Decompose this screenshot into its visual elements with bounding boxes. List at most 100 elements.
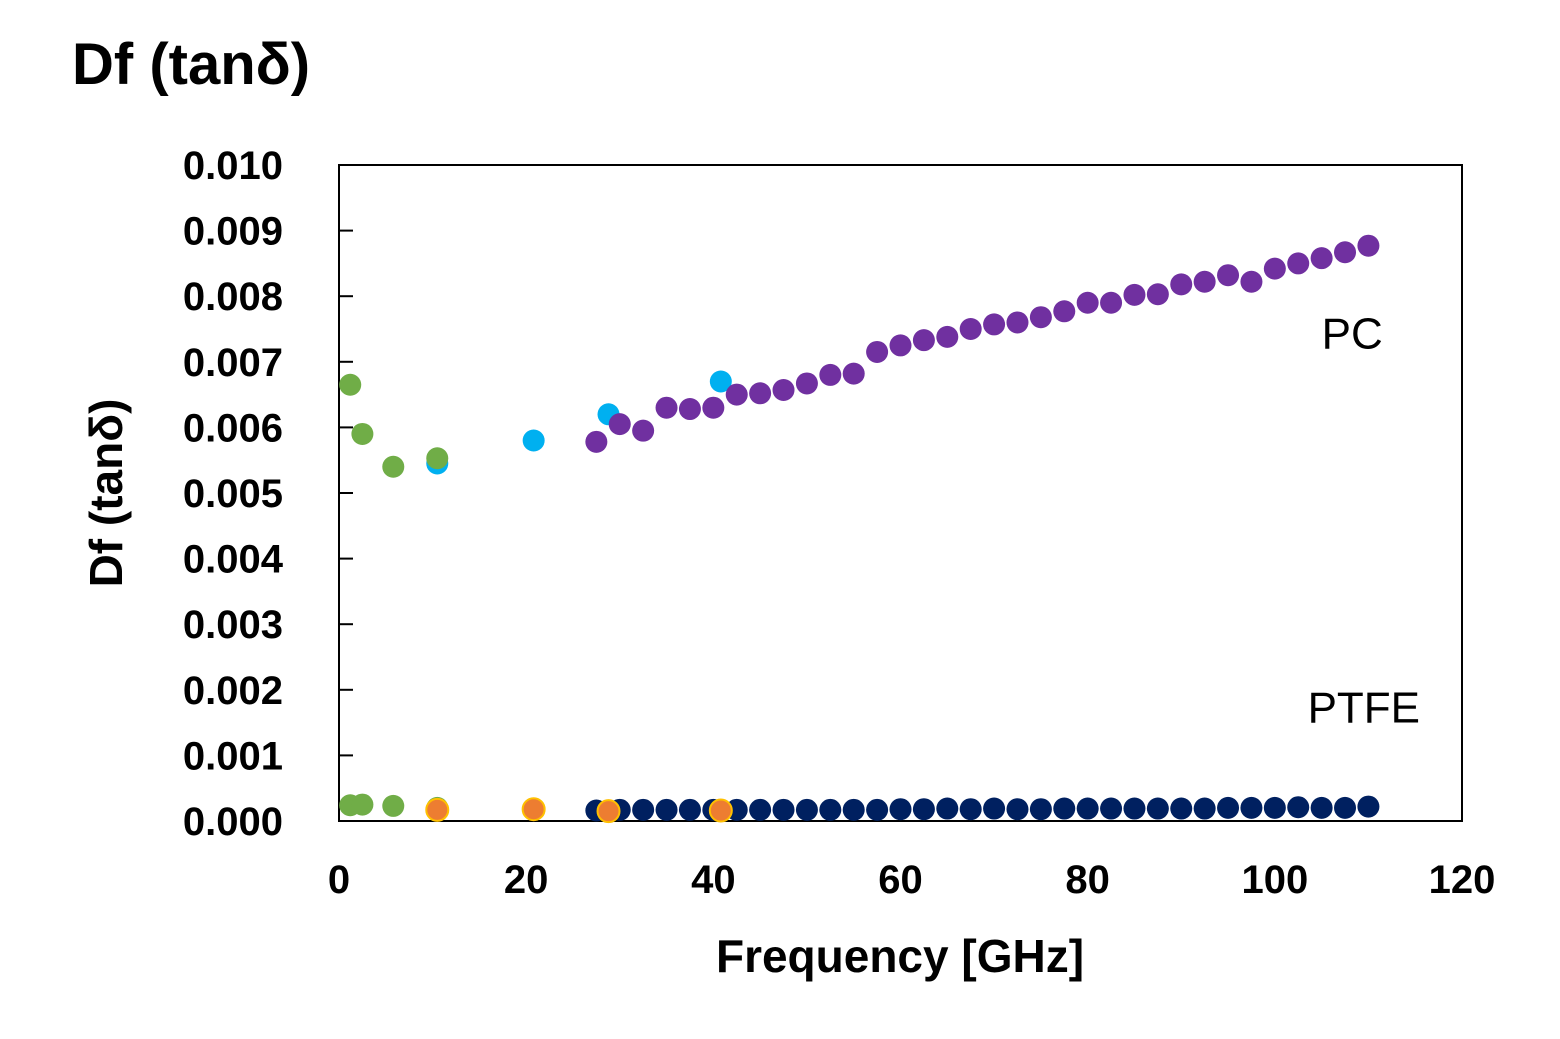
data-point: [819, 798, 842, 821]
data-point: [608, 413, 631, 436]
y-tick-label: 0.008: [183, 275, 283, 319]
data-point: [351, 422, 374, 445]
x-tick-label: 80: [1065, 858, 1110, 902]
data-point: [522, 429, 545, 452]
data-point: [795, 372, 818, 395]
data-point: [1053, 300, 1076, 323]
data-point: [1334, 796, 1357, 819]
data-point: [772, 798, 795, 821]
data-point: [889, 334, 912, 357]
data-point: [1170, 273, 1193, 296]
data-point: [889, 798, 912, 821]
data-point: [425, 797, 450, 822]
data-point: [1240, 270, 1263, 293]
data-point: [339, 373, 362, 396]
x-tick-label: 20: [504, 858, 549, 902]
x-axis-title: Frequency [GHz]: [716, 930, 1084, 982]
y-tick-label: 0.010: [183, 144, 283, 188]
data-point: [749, 798, 772, 821]
data-point: [1146, 283, 1169, 306]
data-point: [1357, 795, 1380, 818]
y-tick-label: 0.003: [183, 603, 283, 647]
data-point: [983, 797, 1006, 820]
data-points: [339, 234, 1380, 824]
data-point: [936, 797, 959, 820]
y-tick-label: 0.004: [183, 538, 284, 582]
data-point: [866, 340, 889, 363]
data-point: [983, 313, 1006, 336]
data-point: [1334, 241, 1357, 264]
data-point: [795, 798, 818, 821]
data-point: [1076, 291, 1099, 314]
y-tick-label: 0.006: [183, 406, 283, 450]
y-tick-label: 0.001: [183, 734, 283, 778]
data-point: [1217, 264, 1240, 287]
x-tick-label: 100: [1241, 858, 1308, 902]
data-point: [1310, 796, 1333, 819]
data-point: [725, 383, 748, 406]
data-point: [1006, 798, 1029, 821]
data-point: [678, 398, 701, 421]
data-point: [678, 798, 701, 821]
data-point: [1053, 797, 1076, 820]
data-point: [819, 363, 842, 386]
data-point: [1029, 798, 1052, 821]
y-tick-label: 0.007: [183, 341, 283, 385]
data-point: [1100, 797, 1123, 820]
data-point: [866, 798, 889, 821]
y-tick-label: 0.009: [183, 210, 283, 254]
data-point: [1217, 796, 1240, 819]
data-point: [1100, 291, 1123, 314]
data-point: [632, 419, 655, 442]
data-point: [702, 396, 725, 419]
data-point: [1170, 797, 1193, 820]
data-point: [1263, 257, 1286, 280]
data-point: [632, 798, 655, 821]
data-point: [382, 455, 405, 478]
data-point: [1193, 270, 1216, 293]
data-point: [1357, 234, 1380, 257]
data-point: [912, 798, 935, 821]
data-point: [936, 325, 959, 348]
x-tick-label: 0: [328, 858, 350, 902]
x-axis: 0 20 40 60 80 100 120: [328, 858, 1496, 902]
data-point: [1287, 252, 1310, 275]
y-axis: 0.000 0.001 0.002 0.003 0.004 0.005 0.006 0.007…: [183, 144, 353, 844]
data-point: [1123, 797, 1146, 820]
data-point: [912, 329, 935, 352]
data-point: [585, 430, 608, 453]
data-point: [1076, 797, 1099, 820]
annotations: PC PTFE: [1308, 310, 1420, 733]
x-tick-label: 60: [878, 858, 923, 902]
data-point: [959, 318, 982, 340]
data-point: [1310, 247, 1333, 270]
y-tick-label: 0.005: [183, 472, 283, 516]
data-point: [749, 382, 772, 405]
data-point: [1146, 797, 1169, 820]
y-axis-title: Df (tanδ): [80, 399, 132, 588]
data-point: [842, 798, 865, 821]
data-point: [959, 798, 982, 821]
data-point: [709, 370, 732, 393]
x-tick-label: 40: [691, 858, 736, 902]
data-point: [1263, 796, 1286, 819]
data-point: [426, 447, 449, 470]
data-point: [596, 799, 621, 824]
data-point: [1006, 311, 1029, 334]
y-tick-label: 0.000: [183, 800, 283, 844]
data-point: [382, 794, 405, 817]
annotation-label: PTFE: [1308, 684, 1420, 733]
data-point: [1287, 796, 1310, 819]
data-point: [655, 396, 678, 419]
y-tick-label: 0.002: [183, 669, 283, 713]
data-point: [521, 797, 546, 822]
x-tick-label: 120: [1429, 858, 1496, 902]
data-point: [842, 362, 865, 385]
data-point: [351, 793, 374, 816]
figure-title: Df (tanδ): [72, 32, 311, 97]
data-point: [655, 798, 678, 821]
data-point: [1193, 797, 1216, 820]
annotation-label: PC: [1322, 310, 1383, 359]
data-point: [1240, 796, 1263, 819]
